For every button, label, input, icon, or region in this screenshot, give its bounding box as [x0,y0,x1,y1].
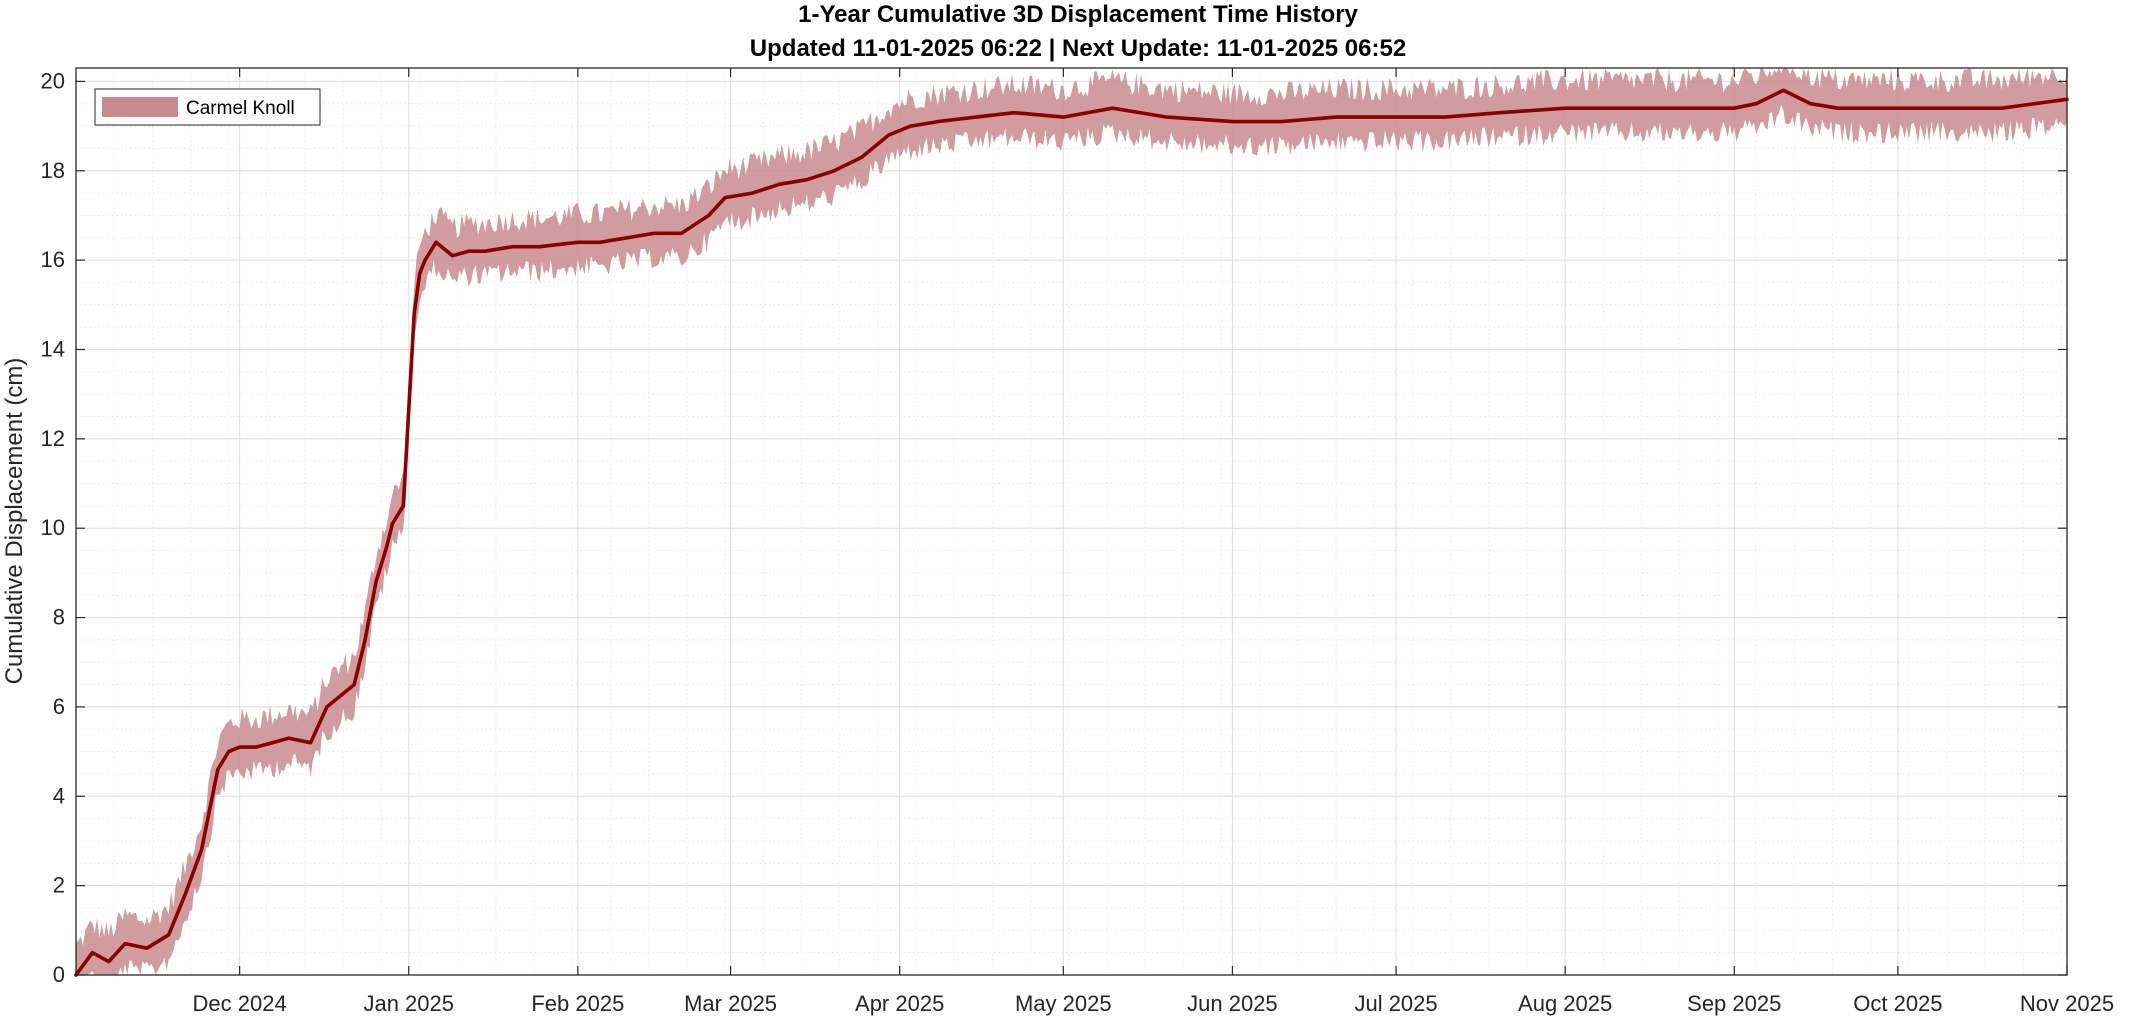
series-layer [74,68,2069,977]
plot-frame [75,67,2068,976]
x-tick-label: Jun 2025 [1187,991,1278,1016]
y-tick-label: 20 [41,68,65,93]
x-tick-label: Nov 2025 [2020,991,2114,1016]
y-tick-label: 4 [53,783,65,808]
y-tick-label: 18 [41,158,65,183]
legend-entry-carmel-knoll: Carmel Knoll [186,98,295,119]
y-tick-label: 8 [53,605,65,630]
y-tick-label: 10 [41,515,65,540]
y-tick-label: 16 [41,247,65,272]
legend: Carmel Knoll [94,88,321,126]
y-tick-label: 14 [41,336,65,361]
y-axis-label: Cumulative Displacement (cm) [1,358,28,685]
x-tick-label: Sep 2025 [1687,991,1781,1016]
x-tick-labels: Dec 2024 Jan 2025 Feb 2025 Mar 2025 Apr 2025… [193,991,2115,1016]
x-tick-label: Mar 2025 [684,991,777,1016]
y-tick-label: 12 [41,426,65,451]
plot-area [76,68,2067,975]
chart-subtitle: Updated 11-01-2025 06:22 | Next Update: … [750,35,1406,62]
legend-swatch [102,97,178,117]
x-tick-label: Jul 2025 [1354,991,1437,1016]
axis-ticks [76,68,2068,976]
chart-title: 1-Year Cumulative 3D Displacement Time H… [798,1,1358,28]
x-tick-label: May 2025 [1015,991,1112,1016]
x-tick-label: Aug 2025 [1518,991,1612,1016]
x-tick-label: Feb 2025 [531,991,624,1016]
y-tick-labels: 0 2 4 6 8 10 12 14 16 18 20 [41,68,65,987]
x-tick-label: Apr 2025 [855,991,944,1016]
series-line-carmel-knoll [74,88,2069,977]
y-tick-label: 2 [53,873,65,898]
y-tick-label: 6 [53,694,65,719]
x-tick-label: Oct 2025 [1853,991,1942,1016]
y-tick-label: 0 [53,962,65,987]
x-tick-label: Jan 2025 [363,991,454,1016]
x-tick-label: Dec 2024 [193,991,287,1016]
